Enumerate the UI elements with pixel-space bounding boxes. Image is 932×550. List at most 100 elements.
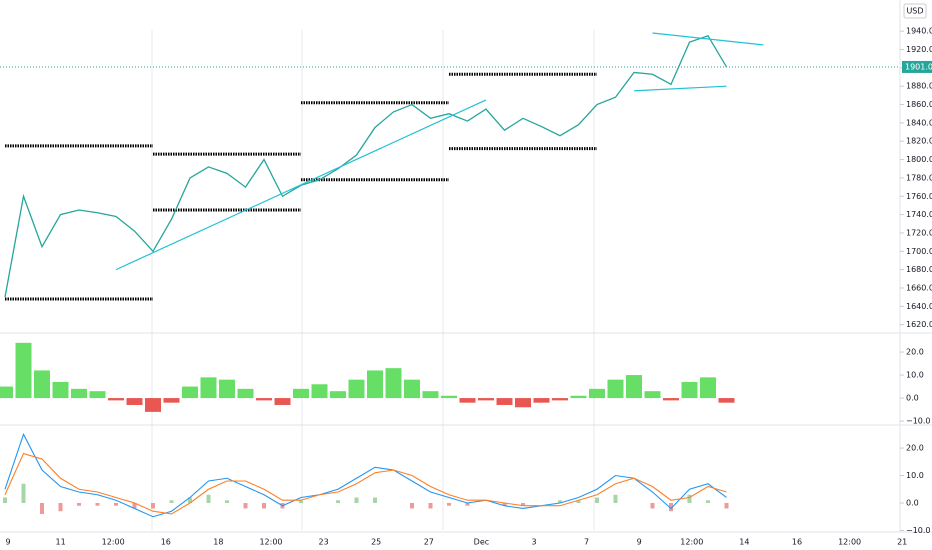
y-tick-label: 1660.0 [906, 283, 932, 292]
macd-histogram-bar [151, 502, 155, 509]
histogram-bar [570, 395, 587, 399]
x-tick-label: 25 [371, 538, 381, 547]
y-tick-label: 1920.0 [906, 45, 932, 54]
histogram-bar [681, 381, 698, 399]
macd-histogram-bar [465, 502, 470, 506]
histogram-bar [644, 391, 661, 399]
histogram-bar [219, 379, 235, 399]
macd-histogram-bar [669, 502, 673, 512]
x-tick-label: 16 [161, 538, 171, 547]
x-tick-label: 12:00 [838, 538, 861, 547]
y-tick-label: 1740.0 [906, 210, 932, 219]
y-tick-label: 1840.0 [906, 118, 932, 127]
x-tick-label: Dec [474, 538, 489, 547]
macd-histogram-bar [95, 502, 100, 506]
macd-histogram-bar [687, 494, 692, 503]
histogram-bar [348, 379, 365, 399]
macd-histogram-bar [243, 502, 248, 509]
macd-histogram-bar [40, 502, 44, 514]
macd-histogram-bar [262, 502, 266, 509]
x-tick-label: 12:00 [259, 538, 282, 547]
histogram-bar [89, 391, 106, 399]
y-tick-label: −10.0 [906, 417, 931, 426]
y-tick-label: 1700.0 [906, 247, 932, 256]
macd-histogram-bar [706, 500, 710, 503]
histogram-bar [718, 398, 735, 403]
histogram-bar [330, 391, 346, 399]
histogram-bar [145, 398, 161, 412]
histogram-bar [385, 368, 402, 399]
histogram-bar [108, 398, 124, 401]
x-tick-label: 21 [897, 538, 907, 547]
histogram-bar [126, 398, 143, 405]
x-tick-label: 3 [531, 538, 536, 547]
histogram-bar [404, 379, 420, 399]
histogram-bar [311, 384, 328, 399]
x-tick-label: 27 [424, 538, 434, 547]
y-tick-label: 10.0 [906, 471, 924, 480]
last-price-box [902, 60, 932, 73]
macd-histogram-bar [206, 494, 211, 503]
macd-histogram-bar [502, 502, 507, 506]
y-tick-label: 1620.0 [906, 320, 932, 329]
macd-histogram-bar [114, 502, 118, 506]
macd-histogram-bar [595, 497, 599, 503]
currency-box[interactable] [903, 3, 927, 19]
histogram-bar [626, 375, 642, 399]
macd-histogram-bar [169, 500, 174, 503]
currency: USD [906, 7, 923, 16]
histogram-bar [367, 370, 383, 399]
histogram-bar [663, 398, 679, 401]
macd-histogram-bar [188, 497, 192, 503]
x-tick-label: 16 [792, 538, 802, 547]
macd-histogram-bar [558, 500, 562, 503]
macd-histogram-bar [21, 483, 26, 503]
x-tick-label: 7 [584, 538, 589, 547]
macd-histogram-bar [410, 502, 414, 509]
macd-histogram-bar [576, 500, 581, 503]
series-line [4, 432, 727, 518]
histogram-bar [256, 398, 272, 401]
trend-line [115, 99, 487, 271]
macd-histogram-bar [299, 500, 303, 503]
macd-histogram-bar [650, 502, 655, 509]
series-line [4, 34, 728, 298]
histogram-bar [533, 398, 550, 403]
y-tick-label: 0.0 [906, 394, 919, 403]
histogram-bar [700, 377, 716, 399]
histogram-bar [274, 398, 291, 405]
histogram-bar [293, 388, 309, 399]
y-tick-label: 10.0 [906, 371, 924, 380]
macd-histogram-bar [225, 500, 229, 503]
macd-histogram-bar [613, 494, 618, 503]
y-tick-label: 1720.0 [906, 228, 932, 237]
y-tick-label: −10.0 [906, 526, 931, 535]
y-tick-label: 0.0 [906, 498, 919, 507]
histogram-bar [422, 391, 439, 399]
x-tick-label: 23 [319, 538, 329, 547]
trend-line [633, 85, 727, 92]
macd-histogram-bar [724, 502, 729, 509]
x-tick-label: 11 [56, 538, 66, 547]
histogram-bar [52, 381, 69, 399]
y-tick-label: 1800.0 [906, 155, 932, 164]
histogram-bar [552, 398, 568, 401]
histogram-bar [0, 386, 13, 399]
y-tick-label: 1940.0 [906, 27, 932, 36]
last-price-label: 1901.0 [905, 62, 932, 71]
histogram-bar [182, 386, 198, 399]
y-tick-label: 1860.0 [906, 100, 932, 109]
y-tick-label: 1640.0 [906, 302, 932, 311]
x-tick-label: 9 [5, 538, 10, 547]
histogram-bar [34, 370, 50, 399]
histogram-bar [71, 388, 87, 399]
histogram-bar [441, 395, 457, 399]
x-tick-label: 14 [739, 538, 749, 547]
histogram-bar [478, 398, 494, 401]
histogram-bar [607, 379, 624, 399]
macd-histogram-bar [373, 497, 377, 503]
macd-histogram-bar [58, 502, 63, 512]
macd-histogram-bar [354, 497, 359, 503]
